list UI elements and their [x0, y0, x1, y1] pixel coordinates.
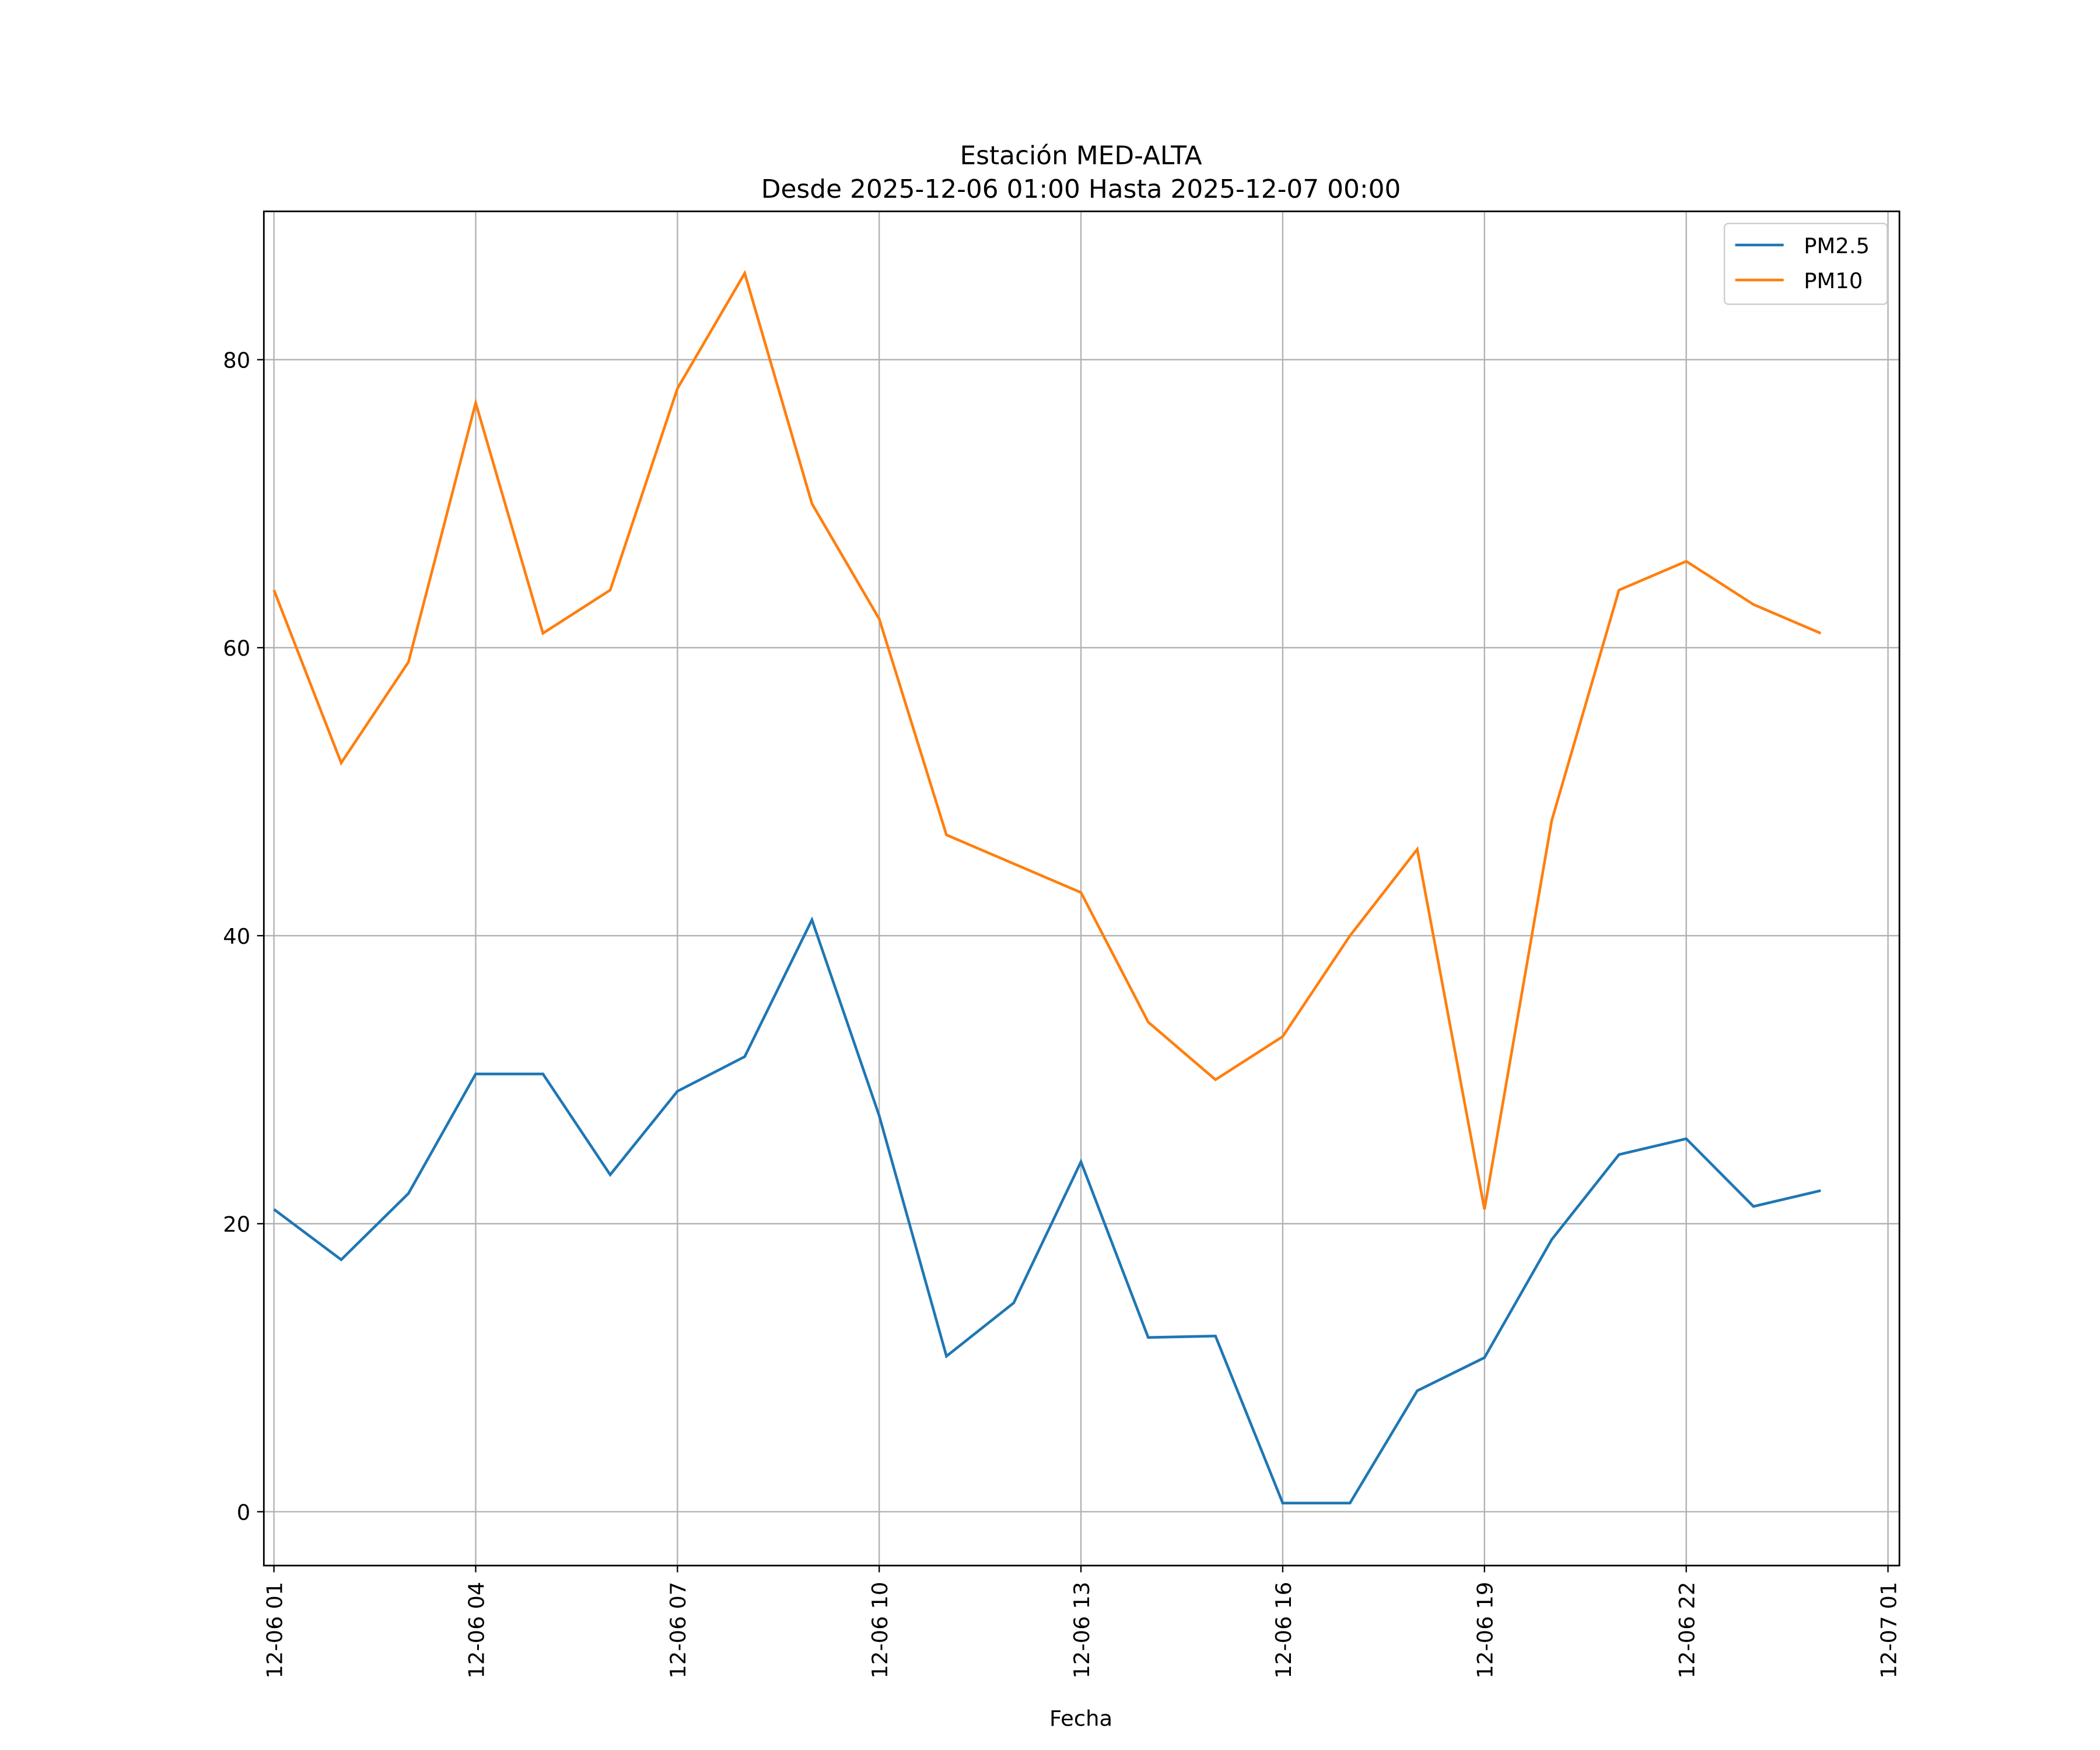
legend: PM2.5 PM10	[1723, 222, 1888, 305]
y-tick-label: 80	[223, 348, 250, 373]
x-tick-label: 12-06 22	[1675, 1582, 1700, 1679]
x-tick-label: 12-06 16	[1271, 1582, 1296, 1679]
x-tick-label: 12-06 01	[262, 1582, 287, 1679]
x-tick-label: 12-06 13	[1069, 1582, 1094, 1679]
chart-subtitle: Desde 2025-12-06 01:00 Hasta 2025-12-07 …	[761, 174, 1401, 204]
legend-label-pm25: PM2.5	[1804, 233, 1870, 258]
x-tick-label: 12-06 19	[1473, 1582, 1498, 1679]
y-tick-label: 40	[223, 924, 250, 949]
x-axis: 12-06 01 12-06 04 12-06 07 12-06 10 12-06 13…	[262, 1565, 1901, 1679]
y-tick-label: 60	[223, 636, 250, 661]
x-tick-label: 12-06 07	[666, 1582, 691, 1679]
x-axis-label: Fecha	[1049, 1706, 1112, 1731]
x-tick-label: 12-06 04	[464, 1582, 489, 1679]
y-axis: 0 20 40 60 80	[223, 348, 264, 1525]
series-line-pm10	[272, 270, 1822, 1210]
y-tick-label: 20	[223, 1212, 250, 1237]
grid	[264, 211, 1900, 1566]
y-tick-label: 0	[237, 1500, 250, 1525]
x-tick-label: 12-07 01	[1876, 1582, 1901, 1679]
x-tick-label: 12-06 10	[867, 1582, 892, 1679]
series-line-pm25	[273, 916, 1821, 1505]
legend-label-pm10: PM10	[1804, 268, 1863, 293]
series-lines	[272, 270, 1822, 1505]
chart-title: Estación MED-ALTA	[960, 141, 1202, 171]
